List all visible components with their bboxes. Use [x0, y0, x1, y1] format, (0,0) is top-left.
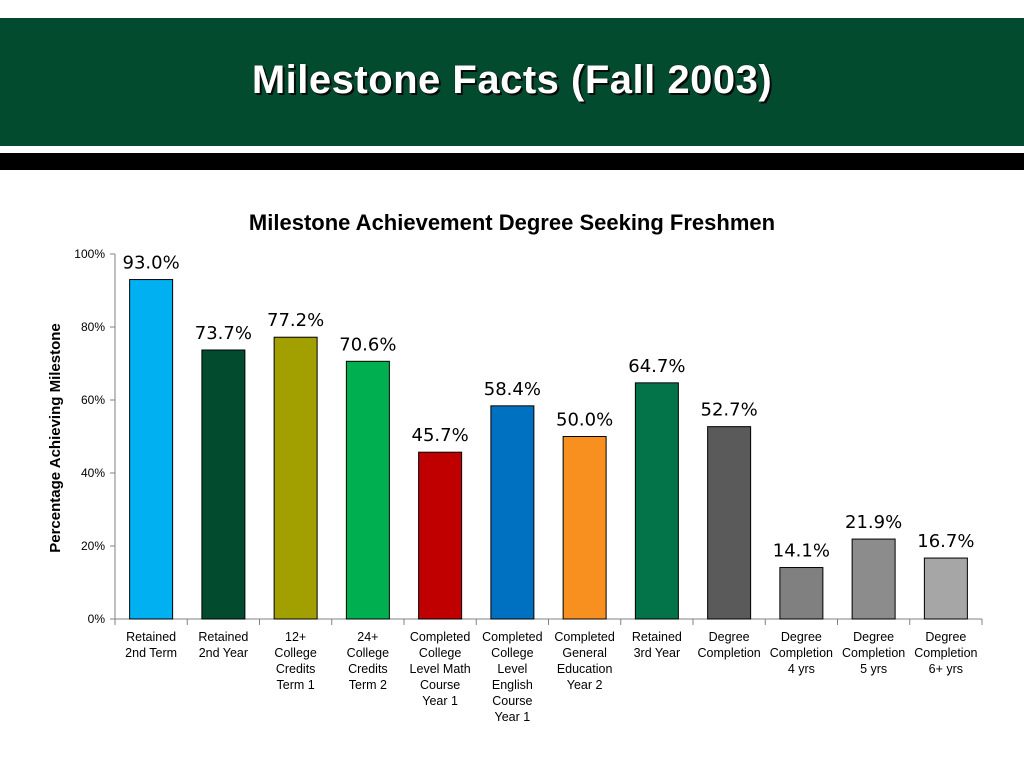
bar-value-label: 16.7%	[917, 531, 974, 552]
bar-value-label: 21.9%	[845, 512, 902, 533]
bar-value-label: 77.2%	[267, 310, 324, 331]
bar	[201, 349, 246, 620]
bar	[707, 426, 752, 620]
header-divider	[0, 153, 1024, 170]
bar	[851, 538, 896, 620]
bar	[562, 436, 607, 620]
bar-value-label: 50.0%	[556, 410, 613, 431]
bar-value-label: 70.6%	[339, 334, 396, 355]
x-tick-label: Degree Completion 5 yrs	[842, 630, 905, 676]
value-labels-group: 93.0% 73.7% 77.2% 70.6% 45.7% 58.4% 50.0% 64.7%…	[123, 253, 975, 562]
y-tick-label: 60%	[81, 393, 105, 407]
bar	[273, 336, 318, 620]
bar	[634, 382, 679, 620]
x-tick-label: Completed General Education Year 2	[554, 630, 614, 692]
y-tick-label: 20%	[81, 539, 105, 553]
x-tick-label: Completed College Level Math Course Year 1	[410, 630, 471, 708]
slide-title: Milestone Facts (Fall 2003)	[251, 58, 773, 102]
x-tick-label: Retained 2nd Year	[198, 630, 248, 660]
x-tick-label: Completed College Level English Course Year 1	[482, 630, 542, 724]
x-tick-label: 12+ College Credits Term 1	[274, 630, 316, 692]
bar	[490, 405, 535, 620]
bar	[923, 557, 968, 620]
chart-title: Milestone Achievement Degree Seeking Fre…	[249, 210, 775, 235]
y-tick-label: 0%	[88, 612, 106, 626]
x-tick-label: Degree Completion 6+ yrs	[914, 630, 977, 676]
bars-group	[129, 279, 968, 620]
axes: 0% 20% 40% 60% 80% 100%	[74, 247, 983, 626]
bar-value-label: 64.7%	[628, 356, 685, 377]
bar-value-label: 14.1%	[773, 541, 830, 562]
x-tick-label: Retained 2nd Term	[125, 630, 177, 660]
bar	[345, 360, 390, 620]
y-tick-label: 80%	[81, 320, 105, 334]
bar-value-label: 73.7%	[195, 323, 252, 344]
bar-value-label: 52.7%	[701, 400, 758, 421]
x-tick-label: Retained 3rd Year	[632, 630, 682, 660]
x-tick-label: Degree Completion 4 yrs	[770, 630, 833, 676]
x-tick-label: 24+ College Credits Term 2	[347, 630, 389, 692]
bar	[418, 451, 463, 620]
bar-value-label: 58.4%	[484, 379, 541, 400]
y-tick-label: 100%	[74, 247, 105, 261]
bar	[779, 567, 824, 620]
bar-value-label: 93.0%	[123, 253, 180, 274]
x-tick-label: Degree Completion	[698, 630, 761, 660]
y-tick-label: 40%	[81, 466, 105, 480]
y-axis-label: Percentage Achieving Milestone	[47, 323, 64, 553]
bar-value-label: 45.7%	[412, 425, 469, 446]
x-tick-labels-group: Retained 2nd Term Retained 2nd Year 12+ Colle…	[125, 630, 977, 724]
title-banner	[0, 18, 1024, 146]
bar	[129, 279, 174, 620]
